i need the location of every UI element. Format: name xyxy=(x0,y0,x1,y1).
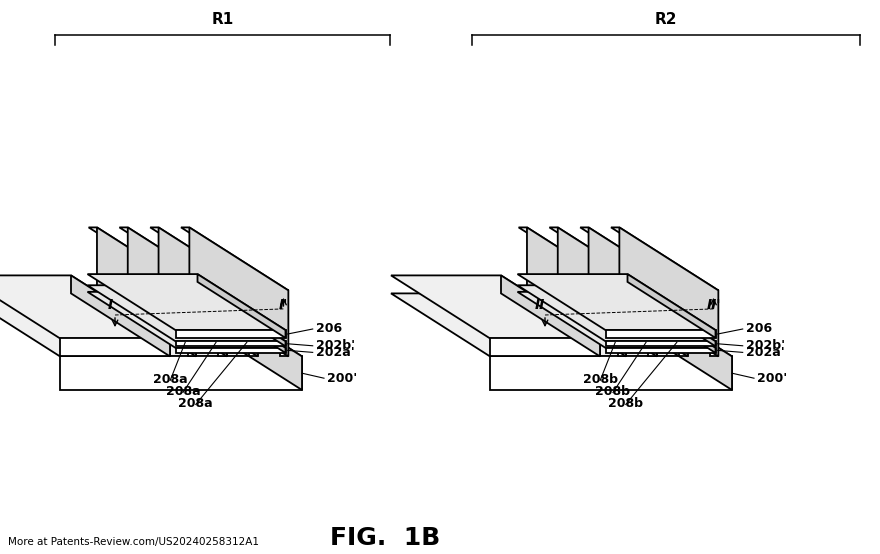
Polygon shape xyxy=(649,290,656,356)
Polygon shape xyxy=(490,356,732,390)
Text: FIG.  1B: FIG. 1B xyxy=(330,526,440,550)
Polygon shape xyxy=(197,292,285,353)
Text: I: I xyxy=(107,298,113,312)
Text: 200': 200' xyxy=(327,372,357,384)
Text: II: II xyxy=(535,298,545,312)
Text: 208b: 208b xyxy=(596,386,630,398)
Text: 202b': 202b' xyxy=(316,339,355,352)
Polygon shape xyxy=(249,290,258,356)
Polygon shape xyxy=(120,227,227,290)
Polygon shape xyxy=(128,227,227,356)
Polygon shape xyxy=(501,275,600,356)
Polygon shape xyxy=(189,227,289,356)
Polygon shape xyxy=(517,274,715,330)
Text: I': I' xyxy=(279,298,288,312)
Text: 208a: 208a xyxy=(179,397,213,411)
Polygon shape xyxy=(605,330,715,338)
Text: 200': 200' xyxy=(757,372,788,384)
Polygon shape xyxy=(518,227,626,290)
Polygon shape xyxy=(175,341,285,346)
Polygon shape xyxy=(97,227,196,356)
Polygon shape xyxy=(679,290,687,356)
Polygon shape xyxy=(580,227,687,290)
Polygon shape xyxy=(197,285,285,346)
Polygon shape xyxy=(627,285,715,346)
Polygon shape xyxy=(218,290,227,356)
Polygon shape xyxy=(158,227,258,356)
Polygon shape xyxy=(627,292,715,353)
Text: 208a: 208a xyxy=(165,386,201,398)
Polygon shape xyxy=(87,274,285,330)
Polygon shape xyxy=(710,290,718,356)
Polygon shape xyxy=(203,294,302,390)
Text: R1: R1 xyxy=(211,12,233,27)
Polygon shape xyxy=(197,274,285,338)
Polygon shape xyxy=(391,294,732,356)
Polygon shape xyxy=(391,275,600,338)
Text: 208a: 208a xyxy=(153,373,187,386)
Polygon shape xyxy=(558,227,656,356)
Polygon shape xyxy=(611,227,718,290)
Polygon shape xyxy=(87,285,285,341)
Polygon shape xyxy=(527,227,626,356)
Polygon shape xyxy=(89,227,196,290)
Polygon shape xyxy=(517,285,715,341)
Polygon shape xyxy=(589,227,687,356)
Polygon shape xyxy=(60,338,170,356)
Polygon shape xyxy=(605,348,715,353)
Polygon shape xyxy=(620,227,718,356)
Polygon shape xyxy=(627,274,715,338)
Polygon shape xyxy=(280,290,289,356)
Text: 202b': 202b' xyxy=(745,339,785,352)
Polygon shape xyxy=(618,290,626,356)
Polygon shape xyxy=(181,227,289,290)
Polygon shape xyxy=(549,227,656,290)
Polygon shape xyxy=(0,275,170,338)
Polygon shape xyxy=(175,330,285,338)
Polygon shape xyxy=(150,227,258,290)
Polygon shape xyxy=(490,338,600,356)
Polygon shape xyxy=(0,294,302,356)
Polygon shape xyxy=(517,292,715,348)
Text: 206: 206 xyxy=(745,322,772,336)
Polygon shape xyxy=(605,341,715,346)
Polygon shape xyxy=(87,292,285,348)
Polygon shape xyxy=(633,294,732,390)
Text: 208b: 208b xyxy=(608,397,643,411)
Text: 206: 206 xyxy=(316,322,341,336)
Polygon shape xyxy=(187,290,196,356)
Text: R2: R2 xyxy=(655,12,678,27)
Text: 202a': 202a' xyxy=(745,346,784,359)
Text: More at Patents-Review.com/US20240258312A1: More at Patents-Review.com/US20240258312… xyxy=(8,537,259,547)
Text: 202a': 202a' xyxy=(316,346,355,359)
Polygon shape xyxy=(60,356,302,390)
Polygon shape xyxy=(175,348,285,353)
Polygon shape xyxy=(71,275,170,356)
Text: II': II' xyxy=(707,298,721,312)
Text: 208b: 208b xyxy=(583,373,618,386)
